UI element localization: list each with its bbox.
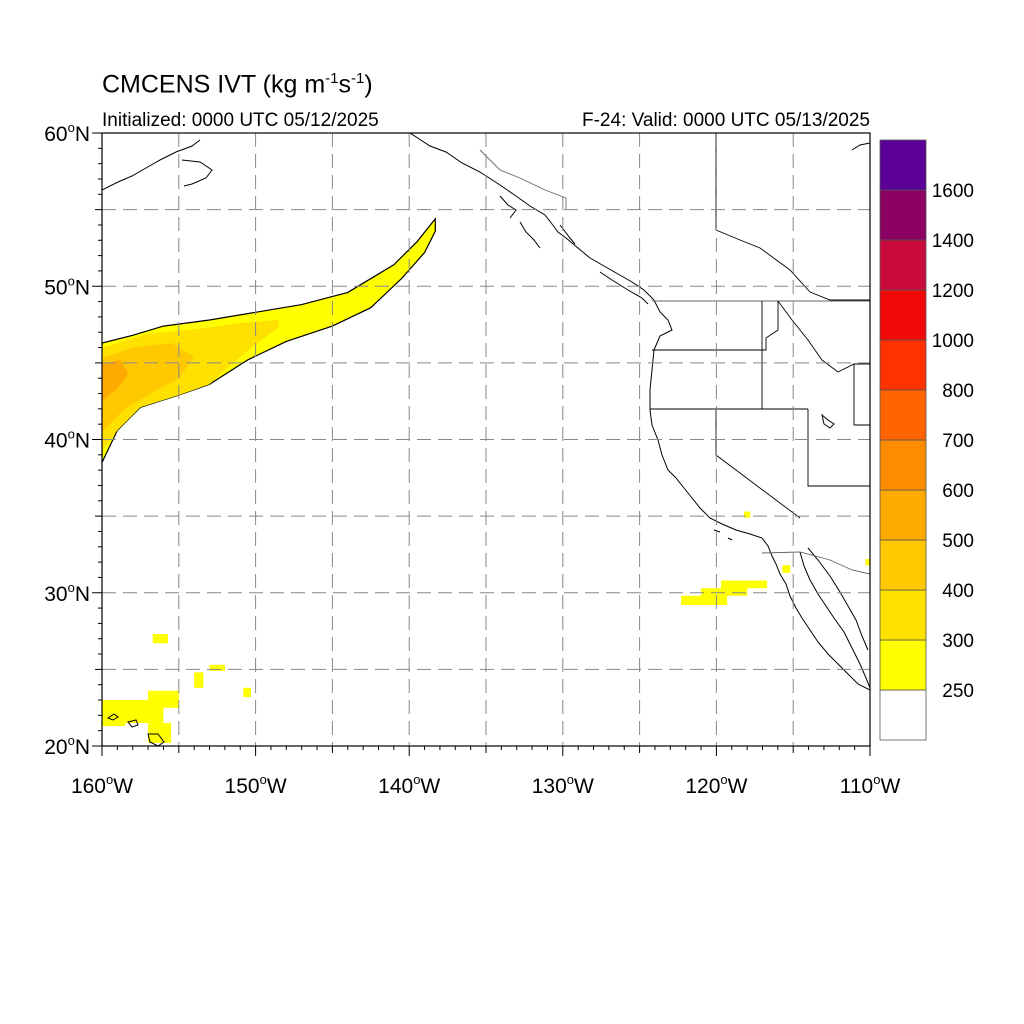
- colorbar-label: 1000: [932, 331, 974, 352]
- ivt-region-atmospheric-river-400: [102, 343, 195, 432]
- lat-tick-label: 20oN: [44, 733, 90, 759]
- axis-labels: 160oW 150oW 140oW 130oW 120oW 110oW 60oN 50oN 40…: [44, 120, 900, 798]
- lat-tick-label: 30oN: [44, 580, 90, 606]
- ivt-region-small-patch-f: [782, 565, 791, 573]
- hawaii-islands: [106, 713, 165, 746]
- axis-ticks: [92, 132, 871, 756]
- ivt-region-small-patch-a: [152, 634, 168, 644]
- political-borders: [479, 133, 870, 575]
- gridlines: [102, 133, 870, 746]
- colorbar-swatch: [879, 139, 927, 191]
- lon-tick-label: 110oW: [840, 772, 901, 798]
- colorbar-label: 700: [942, 431, 974, 452]
- colorbar: 250 300 400 500 600 700 800 1000 1200 1400 1600: [879, 139, 974, 741]
- northeast-corner-coast: [851, 142, 870, 151]
- lon-tick-label: 120oW: [685, 772, 747, 798]
- bc-islands: [499, 195, 649, 305]
- lon-tick-label: 130oW: [532, 772, 594, 798]
- ivt-region-small-patch-e: [744, 511, 751, 518]
- lat-tick-label: 60oN: [44, 120, 90, 146]
- colorbar-label: 1400: [932, 231, 974, 252]
- colorbar-label: 600: [942, 481, 974, 502]
- ivt-region-small-patch-d: [243, 687, 251, 697]
- colorbar-label: 300: [942, 631, 974, 652]
- lon-tick-label: 140oW: [378, 772, 440, 798]
- colorbar-label: 1600: [932, 181, 974, 202]
- colorbar-label: 800: [942, 381, 974, 402]
- montana-border: [777, 300, 870, 373]
- colorbar-swatch: [879, 289, 927, 341]
- nevada-california-border: [715, 409, 801, 519]
- utah-border: [853, 364, 870, 426]
- colorbar-swatch: [879, 339, 927, 391]
- idaho-border: [761, 301, 870, 487]
- colorbar-label: 500: [942, 531, 974, 552]
- mainland-mexico-coast: [807, 547, 869, 651]
- colorbar-label: 1200: [932, 281, 974, 302]
- colorbar-swatch: [879, 589, 927, 641]
- lon-tick-label: 150oW: [225, 772, 287, 798]
- colorbar-swatch: [879, 539, 927, 591]
- us-mexico-border: [761, 551, 870, 575]
- alaska-coastline: [409, 133, 673, 351]
- colorbar-swatch: [879, 389, 927, 441]
- us-west-coastline: [649, 349, 870, 691]
- colorbar-swatch: [879, 689, 927, 741]
- valid-time: F-24: Valid: 0000 UTC 05/13/2025: [582, 110, 870, 131]
- lat-tick-label: 50oN: [44, 273, 90, 299]
- colorbar-swatch: [879, 439, 927, 491]
- alaska-peninsula: [102, 139, 213, 191]
- ivt-region-small-patch-g: [865, 559, 870, 566]
- colorbar-swatch: [879, 489, 927, 541]
- colorbar-swatch: [879, 189, 927, 241]
- channel-islands: [713, 529, 733, 541]
- colorbar-label: 400: [942, 581, 974, 602]
- ivt-region-small-patch-b: [209, 664, 225, 671]
- ivt-region-hawaii-patch: [102, 690, 179, 743]
- ivt-region-atmospheric-river-500: [102, 359, 129, 402]
- colorbar-label: 250: [942, 681, 974, 702]
- gulf-of-california: [799, 551, 870, 689]
- colorbar-swatch: [879, 239, 927, 291]
- ivt-region-small-patch-c: [194, 672, 204, 688]
- initialized-time: Initialized: 0000 UTC 05/12/2025: [102, 110, 379, 131]
- coastline-layer: [102, 133, 870, 746]
- oregon-washington-border: [652, 301, 779, 351]
- colorbar-swatch: [879, 639, 927, 691]
- lat-tick-label: 40oN: [44, 427, 90, 453]
- great-salt-lake: [821, 413, 835, 429]
- alaska-canada-border: [479, 149, 567, 210]
- lon-tick-label: 160oW: [71, 772, 133, 798]
- map-title: CMCENS IVT (kg m-1s-1): [102, 70, 373, 99]
